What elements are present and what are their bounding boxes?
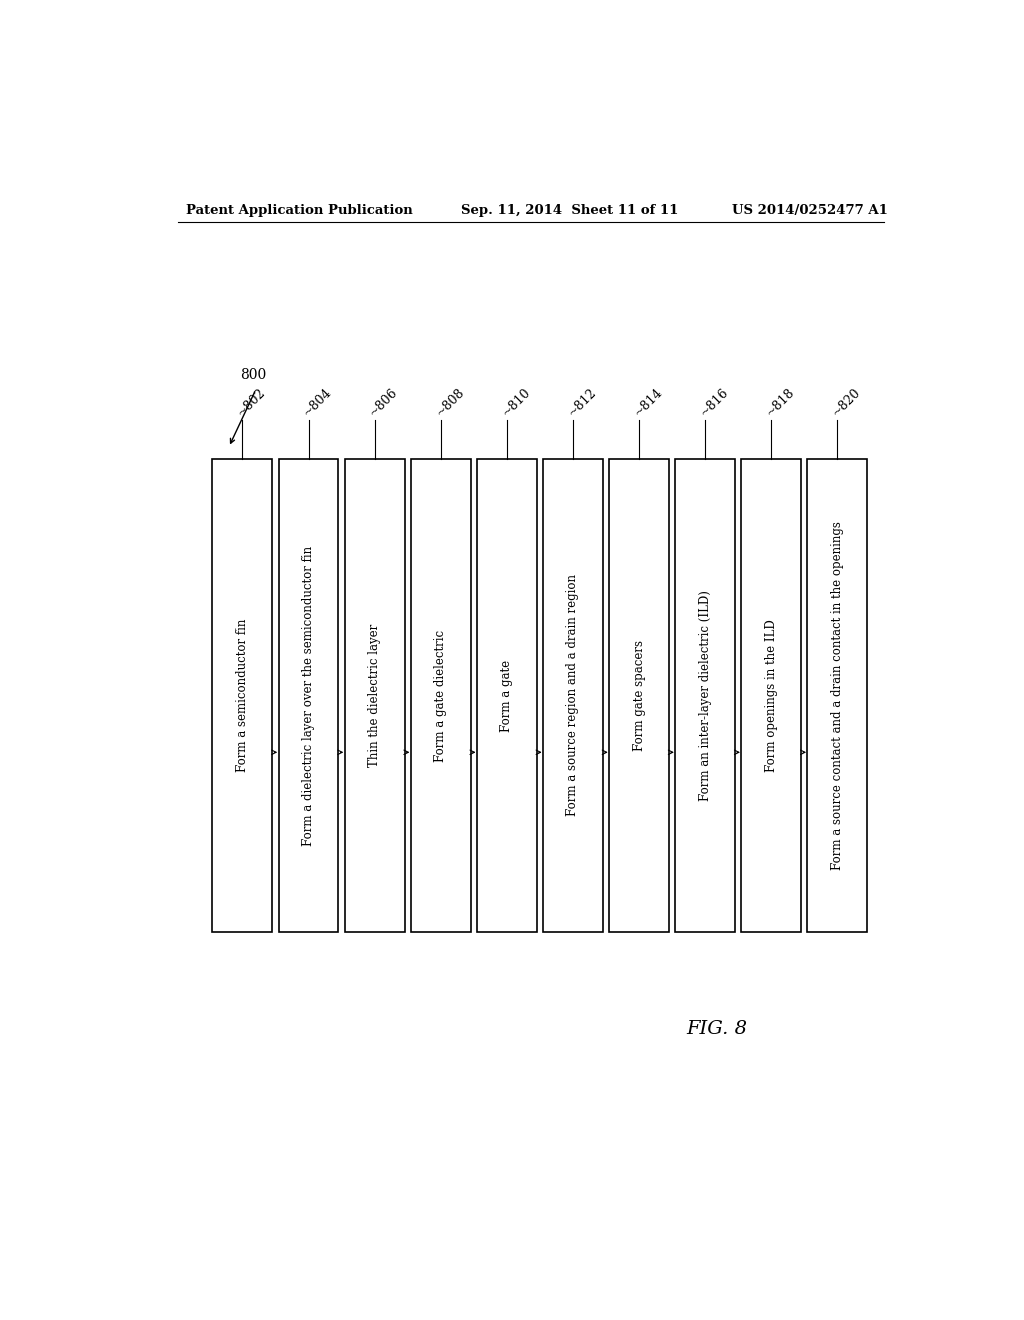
Text: Form a gate dielectric: Form a gate dielectric <box>434 630 447 762</box>
Text: ~812: ~812 <box>565 385 599 418</box>
Text: ~814: ~814 <box>632 385 665 418</box>
Bar <box>675 459 735 932</box>
Text: ~820: ~820 <box>829 385 863 418</box>
Text: FIG. 8: FIG. 8 <box>686 1019 748 1038</box>
Bar <box>345 459 404 932</box>
Bar <box>477 459 537 932</box>
Text: ~804: ~804 <box>301 385 335 418</box>
Text: Patent Application Publication: Patent Application Publication <box>186 205 413 218</box>
Text: ~802: ~802 <box>234 385 268 418</box>
Text: ~816: ~816 <box>697 385 731 418</box>
Bar <box>411 459 471 932</box>
Text: Form an inter-layer dielectric (ILD): Form an inter-layer dielectric (ILD) <box>698 590 712 801</box>
Bar <box>609 459 669 932</box>
Text: Form a source region and a drain region: Form a source region and a drain region <box>566 574 580 817</box>
Text: ~818: ~818 <box>764 385 798 418</box>
Text: Form a dielectric layer over the semiconductor fin: Form a dielectric layer over the semicon… <box>302 545 315 846</box>
Bar <box>808 459 867 932</box>
Text: ~808: ~808 <box>433 385 467 418</box>
Bar <box>543 459 603 932</box>
Text: 800: 800 <box>241 368 266 381</box>
Bar <box>212 459 272 932</box>
Bar <box>741 459 801 932</box>
Text: ~810: ~810 <box>500 385 532 418</box>
Text: Thin the dielectric layer: Thin the dielectric layer <box>369 624 381 767</box>
Text: Form a source contact and a drain contact in the openings: Form a source contact and a drain contac… <box>830 521 844 870</box>
Text: Form openings in the ILD: Form openings in the ILD <box>765 619 778 772</box>
Text: Sep. 11, 2014  Sheet 11 of 11: Sep. 11, 2014 Sheet 11 of 11 <box>461 205 679 218</box>
Text: US 2014/0252477 A1: US 2014/0252477 A1 <box>732 205 889 218</box>
Bar <box>279 459 339 932</box>
Text: Form a gate: Form a gate <box>501 660 513 731</box>
Text: ~806: ~806 <box>367 385 400 418</box>
Text: Form a semiconductor fin: Form a semiconductor fin <box>236 619 249 772</box>
Text: Form gate spacers: Form gate spacers <box>633 640 645 751</box>
